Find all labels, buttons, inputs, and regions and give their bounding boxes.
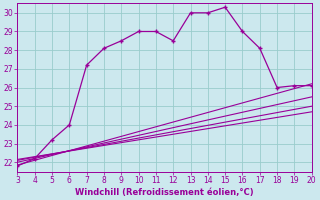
X-axis label: Windchill (Refroidissement éolien,°C): Windchill (Refroidissement éolien,°C)	[75, 188, 254, 197]
